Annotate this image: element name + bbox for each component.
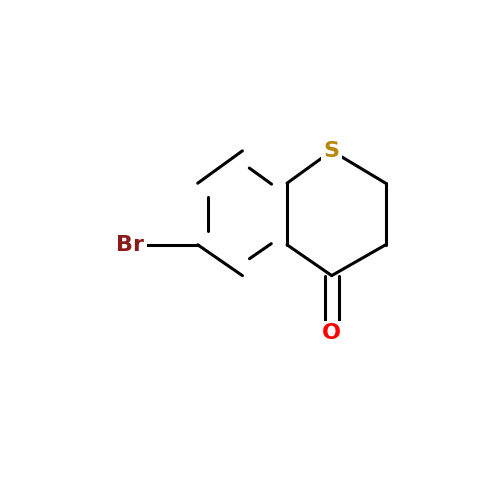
Text: Br: Br <box>116 235 144 255</box>
Text: S: S <box>324 141 340 161</box>
Text: O: O <box>322 324 341 344</box>
